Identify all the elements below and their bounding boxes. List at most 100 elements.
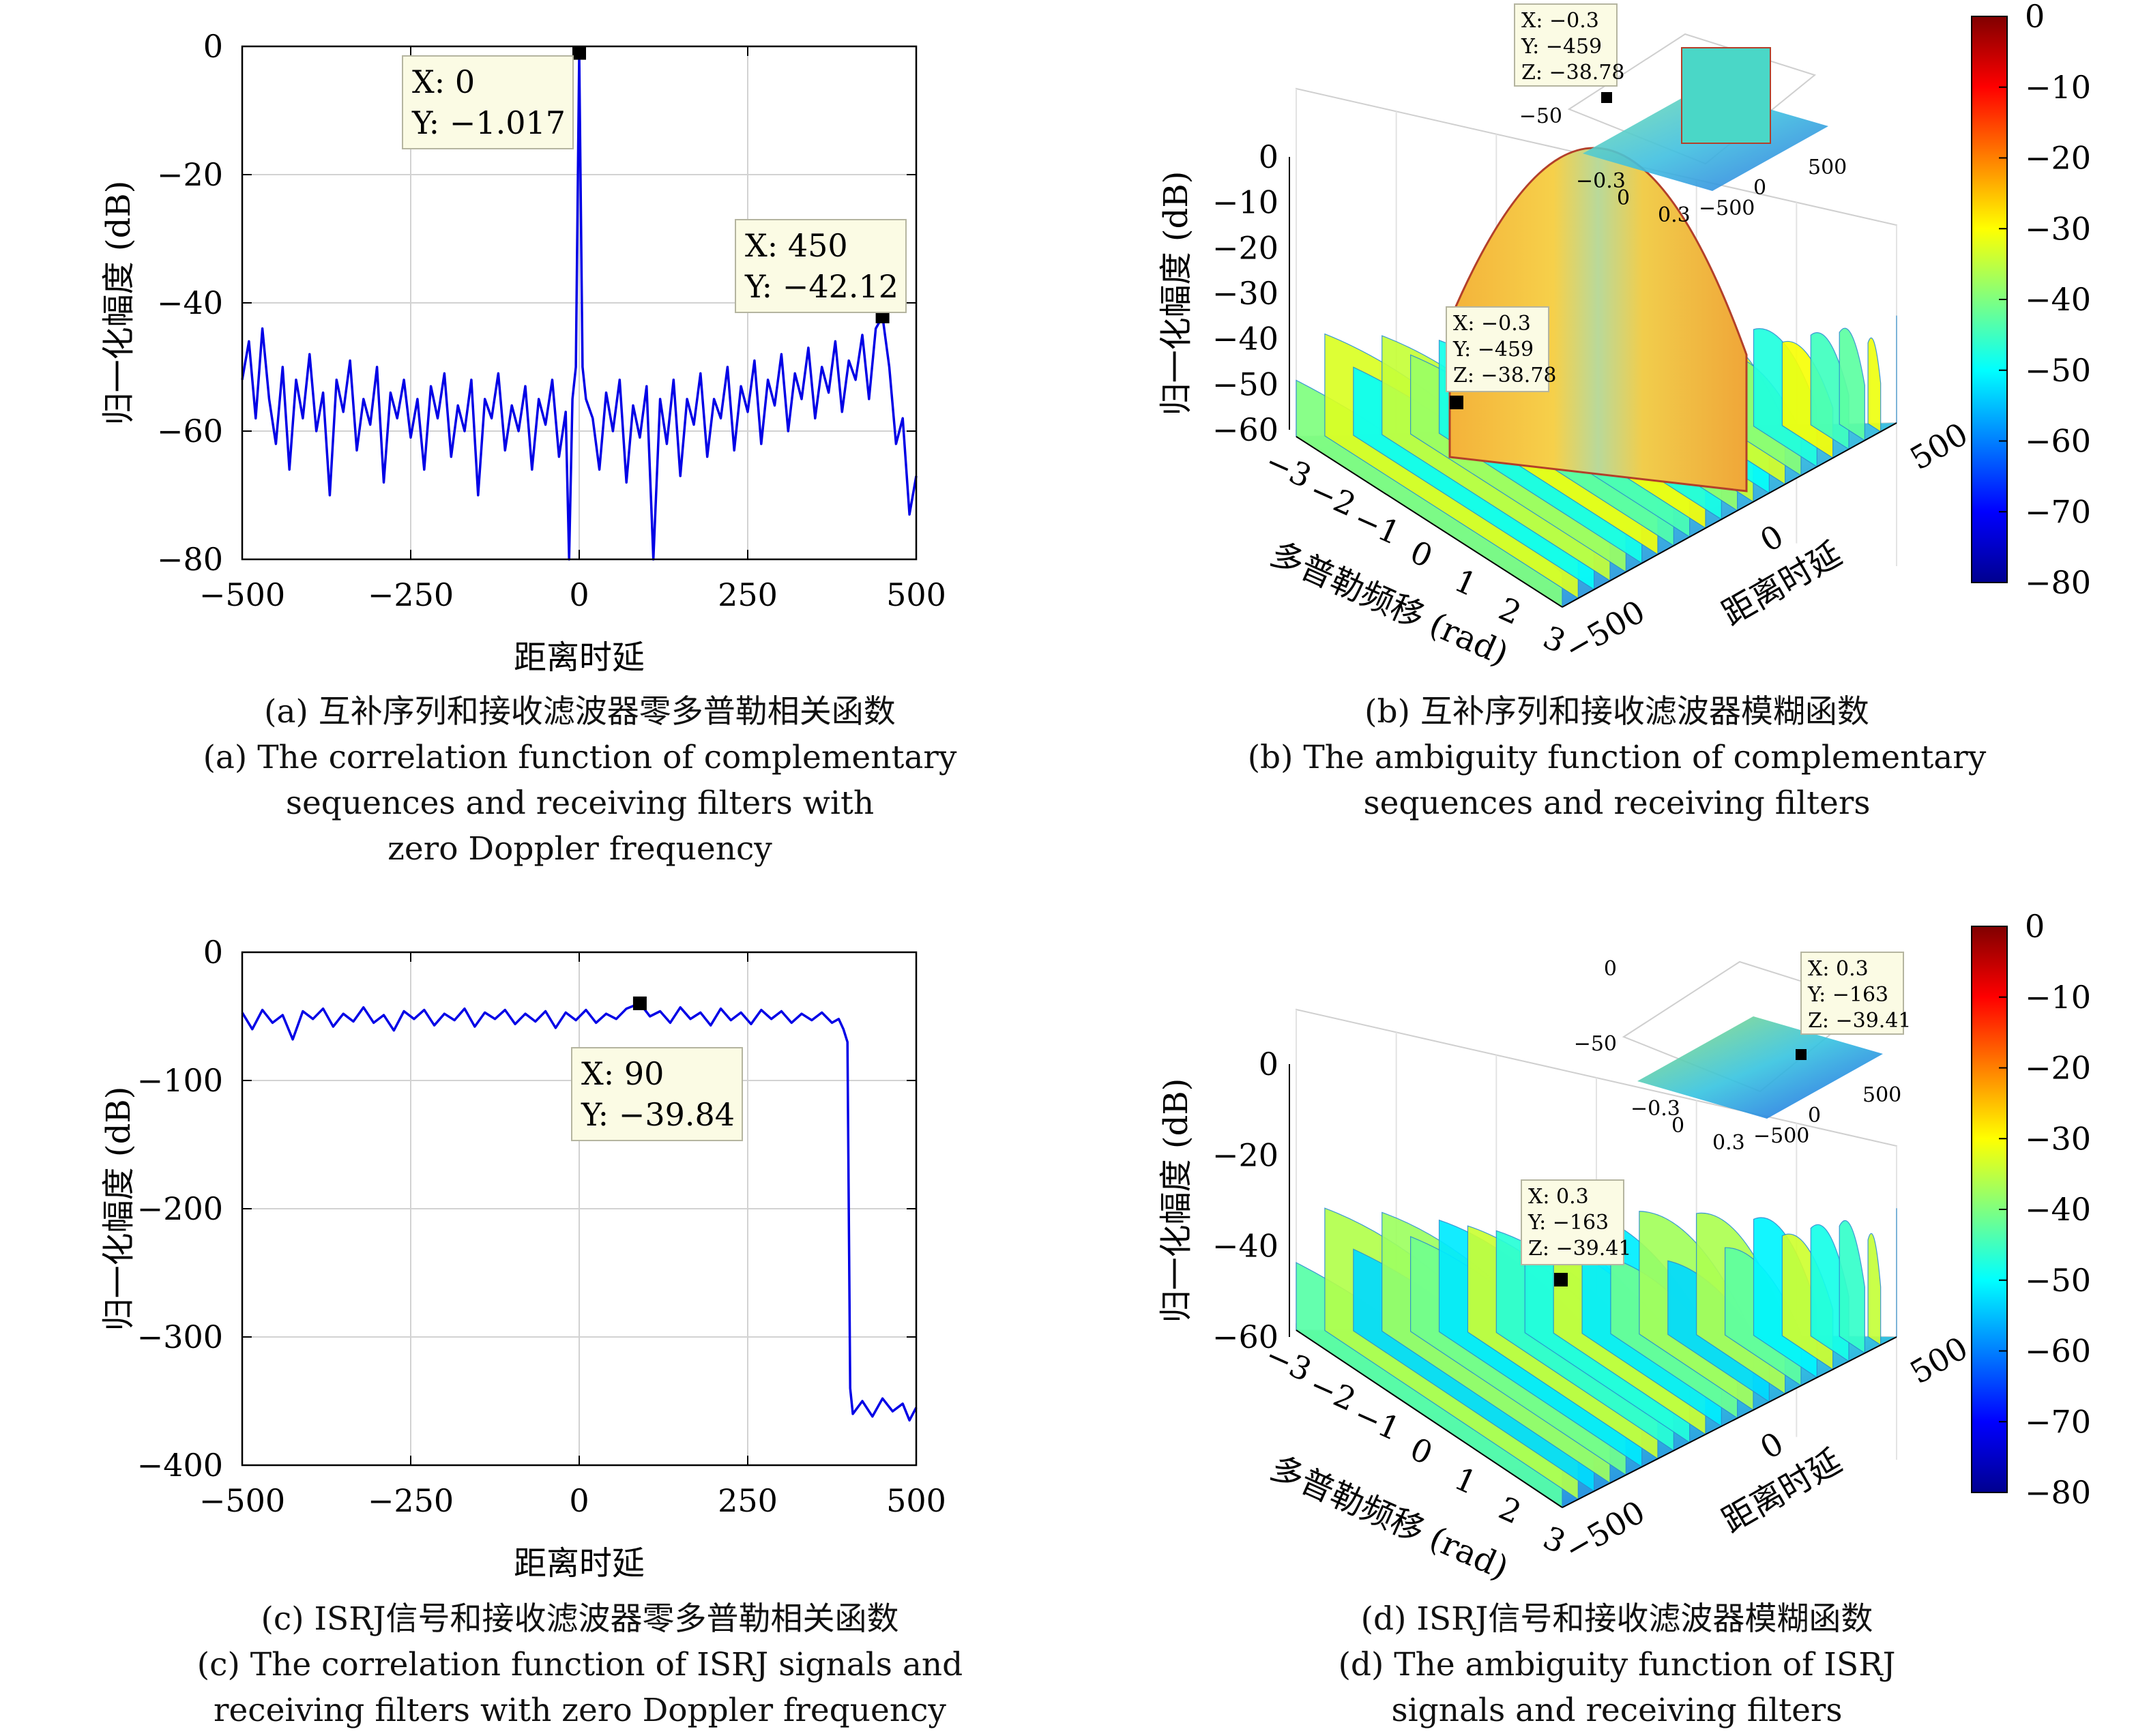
y-tick-label: −200 — [137, 1190, 223, 1227]
x-tick-label: −500 — [199, 576, 285, 613]
datatip-text: Z: −39.41 — [1528, 1237, 1632, 1261]
x-tick-label: 1 — [1449, 1460, 1482, 1501]
surface-ridge — [1867, 337, 1882, 432]
caption-b-line-2: (b) The ambiguity function of complement… — [1247, 739, 1987, 776]
datatip-text: Y: −42.12 — [744, 268, 898, 305]
colorbar-tick-label: −70 — [2025, 1403, 2091, 1440]
surface-ridge — [1839, 1220, 1865, 1354]
datatip-text: Y: −459 — [1452, 338, 1534, 362]
caption-c-line-3: receiving filters with zero Doppler freq… — [214, 1692, 946, 1729]
inset-y-tick-label: 0 — [1808, 1104, 1821, 1128]
caption-d: (d) ISRJ信号和接收滤波器模糊函数 (d) The ambiguity f… — [1119, 1596, 2115, 1733]
colorbar-tick-label: −20 — [2025, 140, 2091, 177]
colorbar-tick-label: 0 — [2025, 908, 2045, 945]
x-tick-label: 2 — [1493, 590, 1527, 632]
colorbar-tick-label: −30 — [2025, 210, 2091, 247]
x-tick-label: 1 — [1449, 561, 1482, 603]
inset-y-tick-label: 0 — [1753, 176, 1766, 200]
inset-x-tick-label: 0 — [1617, 186, 1630, 210]
y-tick-label: 0 — [1754, 1424, 1789, 1466]
y-tick-label: −100 — [137, 1062, 223, 1099]
x-tick-label: −3 — [1260, 443, 1317, 495]
inset-datatip-text: Y: −459 — [1521, 35, 1602, 59]
colorbar-tick-label: −10 — [2025, 979, 2091, 1016]
caption-d-line-2: (d) The ambiguity function of ISRJ — [1338, 1646, 1896, 1683]
chart-a: −500 −250 0 250 500 0 −20 −40 −60 −80 距离时延 归一化幅度 (d… — [100, 28, 946, 677]
inset-y-tick-label: −500 — [1753, 1124, 1809, 1148]
datatip-box: X: 90 Y: −39.84 — [571, 1047, 743, 1141]
series-line — [241, 1002, 918, 1422]
x-axis-label: 距离时延 — [514, 1544, 645, 1583]
colorbar-tick-label: −70 — [2025, 493, 2091, 530]
caption-b-line-1: (b) 互补序列和接收滤波器模糊函数 — [1364, 693, 1869, 731]
inset-z-tick-label: 0 — [1604, 957, 1617, 981]
y-tick-label: −40 — [157, 284, 223, 321]
caption-d-line-3: signals and receiving filters — [1391, 1692, 1843, 1729]
colorbar-tick-label: −10 — [2025, 69, 2091, 106]
datatip-background — [1521, 1179, 1624, 1265]
x-tick-label: −2 — [1304, 1366, 1362, 1418]
x-tick-label: 0 — [1405, 1430, 1438, 1472]
caption-d-line-1: (d) ISRJ信号和接收滤波器模糊函数 — [1360, 1600, 1873, 1638]
z-axis-label: 归一化幅度 (dB) — [1157, 171, 1195, 416]
datatip-background — [735, 219, 907, 313]
y-tick-label: −20 — [157, 156, 223, 193]
inset-main-lobe — [1681, 47, 1771, 144]
y-tick-label: 0 — [1754, 517, 1789, 559]
datatip-marker — [572, 46, 586, 60]
z-tick-label: −20 — [1212, 229, 1278, 266]
z-tick-label: 0 — [1259, 1046, 1278, 1083]
inset-datatip-background — [1800, 952, 1904, 1035]
x-tick-label: −500 — [199, 1482, 285, 1519]
inset-datatip-marker — [1601, 92, 1612, 103]
series-line — [241, 51, 918, 561]
x-tick-label: −2 — [1304, 471, 1362, 524]
inset-x-tick-label: 0.3 — [1658, 203, 1691, 227]
x-axis-line — [1296, 436, 1563, 608]
x-axis-label: 多普勒频移 (rad) — [1265, 535, 1514, 674]
surface-ridge — [1867, 1233, 1882, 1347]
inset-surface — [1637, 1016, 1883, 1119]
y-axis-label: 归一化幅度 (dB) — [100, 1087, 138, 1332]
x-tick-label: 250 — [718, 576, 778, 613]
z-tick-label: −30 — [1212, 275, 1278, 312]
x-tick-label: 0 — [569, 576, 589, 613]
caption-a-line-2: (a) The correlation function of compleme… — [203, 739, 957, 776]
x-tick-label: 500 — [886, 576, 946, 613]
datatip-text: X: 90 — [581, 1055, 664, 1092]
caption-c-line-2: (c) The correlation function of ISRJ sig… — [196, 1646, 963, 1683]
datatip-box: X: 450 Y: −42.12 — [735, 219, 907, 313]
x-tick-label: 0 — [569, 1482, 589, 1519]
colorbar-tick-label: −60 — [2025, 423, 2091, 460]
inset-datatip-marker — [1796, 1049, 1807, 1060]
datatip-marker — [1450, 396, 1463, 409]
y-axis-line — [1562, 422, 1897, 608]
z-tick-label: −10 — [1212, 184, 1278, 221]
inset-datatip-text: X: −0.3 — [1521, 9, 1599, 33]
z-tick-label: −60 — [1212, 411, 1278, 448]
colorbar-tick-label: −50 — [2025, 352, 2091, 389]
datatip-text: Y: −163 — [1527, 1211, 1609, 1235]
colorbar-tick-label: −50 — [2025, 1262, 2091, 1299]
x-axis-line — [1296, 1329, 1563, 1508]
datatip-text: Y: −39.84 — [581, 1096, 735, 1133]
colorbar-tick-label: −80 — [2025, 1474, 2091, 1511]
caption-a-line-3: sequences and receiving filters with — [285, 784, 875, 822]
caption-b-line-3: sequences and receiving filters — [1363, 784, 1871, 822]
z-tick-label: −40 — [1212, 321, 1278, 357]
inset-datatip-background — [1514, 3, 1618, 87]
x-tick-label: 0 — [1405, 533, 1438, 575]
colorbar-tick-label: 0 — [2025, 0, 2045, 35]
caption-c-line-1: (c) ISRJ信号和接收滤波器零多普勒相关函数 — [261, 1600, 899, 1638]
datatip-background — [402, 55, 574, 149]
z-tick-label: −50 — [1212, 366, 1278, 402]
datatip-background — [571, 1047, 743, 1141]
y-tick-label: −60 — [157, 413, 223, 450]
